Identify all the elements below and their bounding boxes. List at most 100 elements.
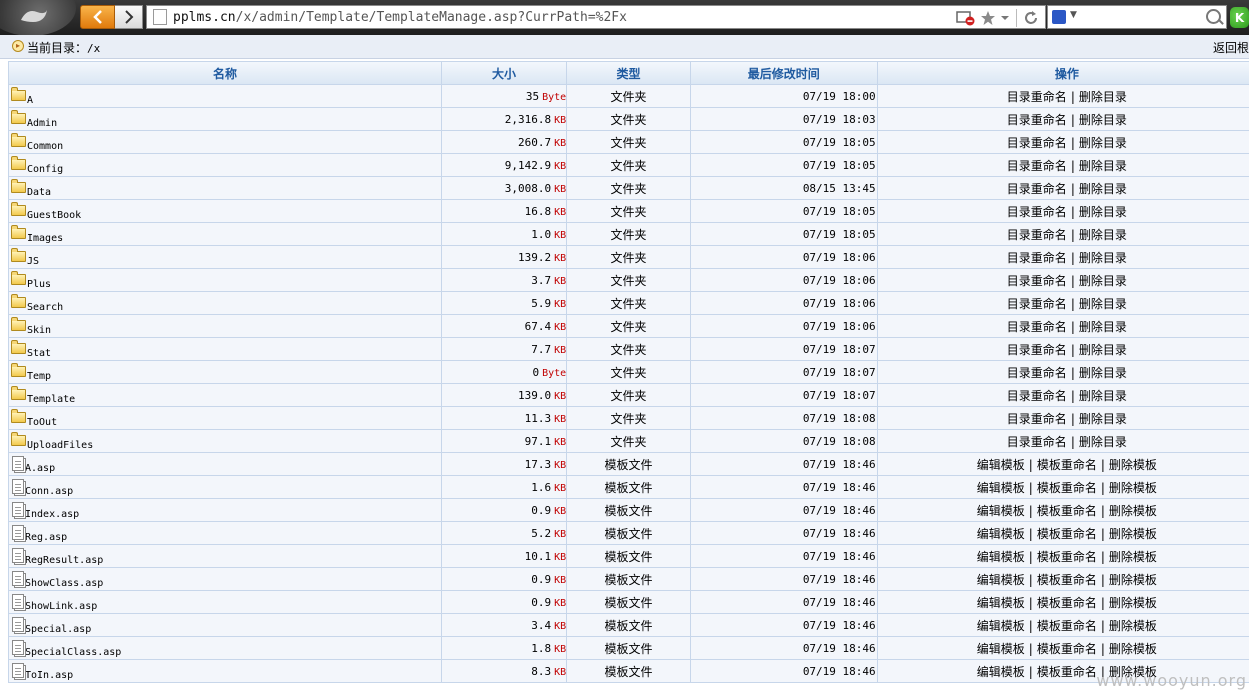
folder-name-link[interactable]: UploadFiles [27,440,94,451]
op-link[interactable]: 目录重命名 [1006,204,1067,219]
op-link[interactable]: 编辑模板 [976,595,1025,610]
folder-name-link[interactable]: Search [27,302,64,313]
op-link[interactable]: 删除目录 [1078,158,1127,173]
extension-button[interactable]: K [1230,7,1249,28]
op-link[interactable]: 删除目录 [1078,112,1127,127]
op-link[interactable]: 删除模板 [1108,664,1157,679]
blocked-icon[interactable] [956,10,976,26]
back-button[interactable] [80,5,115,29]
op-link[interactable]: 编辑模板 [976,664,1025,679]
op-link[interactable]: 删除目录 [1078,411,1127,426]
file-name-link[interactable]: A.asp [25,463,56,474]
op-link[interactable]: 删除模板 [1108,457,1157,472]
search-icon[interactable] [1206,9,1221,24]
op-link[interactable]: 编辑模板 [976,549,1025,564]
file-name-link[interactable]: Index.asp [25,509,80,520]
op-link[interactable]: 删除目录 [1078,388,1127,403]
op-link[interactable]: 删除模板 [1108,641,1157,656]
folder-name-link[interactable]: Config [27,164,64,175]
op-link[interactable]: 目录重命名 [1006,319,1067,334]
op-link[interactable]: 目录重命名 [1006,388,1067,403]
op-link[interactable]: 模板重命名 [1036,664,1097,679]
header-modified[interactable]: 最后修改时间 [690,62,877,84]
op-link[interactable]: 目录重命名 [1006,89,1067,104]
op-link[interactable]: 删除目录 [1078,89,1127,104]
op-link[interactable]: 目录重命名 [1006,158,1067,173]
op-link[interactable]: 删除模板 [1108,503,1157,518]
folder-name-link[interactable]: Skin [27,325,52,336]
op-link[interactable]: 编辑模板 [976,618,1025,633]
folder-name-link[interactable]: Admin [27,118,58,129]
op-link[interactable]: 目录重命名 [1006,273,1067,288]
address-bar[interactable]: pplms.cn/x/admin/Template/TemplateManage… [146,5,1046,29]
folder-name-link[interactable]: JS [27,256,40,267]
op-link[interactable]: 编辑模板 [976,503,1025,518]
folder-name-link[interactable]: ToOut [27,417,58,428]
folder-name-link[interactable]: GuestBook [27,210,82,221]
file-name-link[interactable]: ShowClass.asp [25,578,104,589]
op-link[interactable]: 模板重命名 [1036,526,1097,541]
op-link[interactable]: 删除模板 [1108,618,1157,633]
search-box[interactable]: ▼ [1047,5,1227,29]
folder-name-link[interactable]: A [27,95,34,106]
folder-name-link[interactable]: Plus [27,279,52,290]
op-link[interactable]: 删除模板 [1108,572,1157,587]
file-name-link[interactable]: SpecialClass.asp [25,647,122,658]
file-name-link[interactable]: ToIn.asp [25,670,74,681]
op-link[interactable]: 模板重命名 [1036,641,1097,656]
file-name-link[interactable]: Reg.asp [25,532,68,543]
folder-name-link[interactable]: Common [27,141,64,152]
op-link[interactable]: 目录重命名 [1006,411,1067,426]
folder-name-link[interactable]: Stat [27,348,52,359]
op-link[interactable]: 删除模板 [1108,480,1157,495]
op-link[interactable]: 删除模板 [1108,595,1157,610]
op-link[interactable]: 模板重命名 [1036,595,1097,610]
refresh-icon[interactable] [1023,10,1039,26]
op-link[interactable]: 编辑模板 [976,480,1025,495]
op-link[interactable]: 模板重命名 [1036,457,1097,472]
op-link[interactable]: 删除目录 [1078,181,1127,196]
op-link[interactable]: 目录重命名 [1006,227,1067,242]
op-link[interactable]: 编辑模板 [976,457,1025,472]
op-link[interactable]: 删除目录 [1078,250,1127,265]
header-type[interactable]: 类型 [567,62,690,84]
op-link[interactable]: 目录重命名 [1006,434,1067,449]
return-root-link[interactable]: 返回根 [1212,41,1249,55]
header-size[interactable]: 大小 [442,62,567,84]
file-name-link[interactable]: ShowLink.asp [25,601,98,612]
op-link[interactable]: 模板重命名 [1036,549,1097,564]
folder-name-link[interactable]: Template [27,394,76,405]
op-link[interactable]: 目录重命名 [1006,342,1067,357]
op-link[interactable]: 删除目录 [1078,319,1127,334]
search-engine-dropdown-icon[interactable]: ▼ [1070,10,1077,20]
op-link[interactable]: 目录重命名 [1006,135,1067,150]
op-link[interactable]: 编辑模板 [976,526,1025,541]
op-link[interactable]: 删除目录 [1078,342,1127,357]
search-engine-icon[interactable] [1052,10,1066,24]
op-link[interactable]: 目录重命名 [1006,181,1067,196]
browser-logo-icon[interactable] [0,0,76,36]
op-link[interactable]: 删除目录 [1078,434,1127,449]
file-name-link[interactable]: RegResult.asp [25,555,104,566]
folder-name-link[interactable]: Images [27,233,64,244]
op-link[interactable]: 删除模板 [1108,526,1157,541]
forward-button[interactable] [115,5,143,29]
op-link[interactable]: 模板重命名 [1036,618,1097,633]
folder-name-link[interactable]: Data [27,187,52,198]
op-link[interactable]: 删除目录 [1078,227,1127,242]
op-link[interactable]: 删除目录 [1078,296,1127,311]
op-link[interactable]: 删除模板 [1108,549,1157,564]
op-link[interactable]: 模板重命名 [1036,503,1097,518]
op-link[interactable]: 删除目录 [1078,204,1127,219]
op-link[interactable]: 目录重命名 [1006,365,1067,380]
address-text[interactable]: pplms.cn/x/admin/Template/TemplateManage… [173,10,627,25]
op-link[interactable]: 删除目录 [1078,365,1127,380]
op-link[interactable]: 编辑模板 [976,641,1025,656]
op-link[interactable]: 编辑模板 [976,572,1025,587]
folder-name-link[interactable]: Temp [27,371,52,382]
op-link[interactable]: 目录重命名 [1006,296,1067,311]
op-link[interactable]: 模板重命名 [1036,572,1097,587]
file-name-link[interactable]: Special.asp [25,624,92,635]
op-link[interactable]: 删除目录 [1078,273,1127,288]
op-link[interactable]: 删除目录 [1078,135,1127,150]
